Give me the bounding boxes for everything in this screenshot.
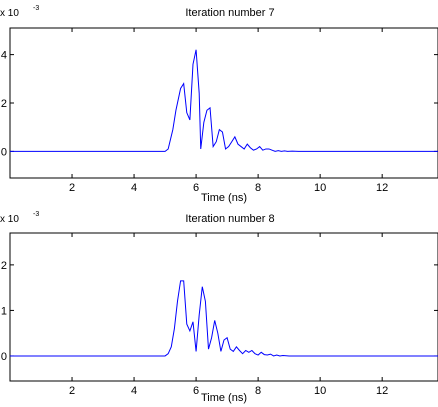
x-tick-label: 12 [376, 385, 388, 397]
y-multiplier-exponent: -3 [33, 211, 39, 218]
x-tick-label: 12 [376, 182, 388, 194]
y-multiplier-base: x 10 [0, 214, 19, 225]
y-multiplier-exponent: -3 [33, 5, 39, 12]
subplot-iteration-7: Iteration number 7 x 10 -3 2 4 6 8 10 12 0 2 4 T… [0, 5, 438, 204]
x-tick-label: 2 [69, 182, 75, 194]
x-axis-label: Time (ns) [201, 392, 247, 404]
x-tick-label: 6 [193, 385, 199, 397]
x-tick-label: 8 [255, 385, 261, 397]
y-tick-label: 2 [1, 260, 7, 272]
x-tick-label: 10 [314, 385, 326, 397]
y-tick-label: 2 [1, 98, 7, 110]
x-tick-label: 4 [131, 182, 137, 194]
x-tick-label: 4 [131, 385, 137, 397]
x-tick-label: 2 [69, 385, 75, 397]
series-line [10, 49, 438, 152]
y-tick-label: 0 [1, 351, 7, 363]
y-tick-label: 4 [1, 50, 7, 62]
x-tick-label: 10 [314, 182, 326, 194]
y-tick-label: 0 [1, 146, 7, 158]
y-tick-label: 1 [1, 305, 7, 317]
series-line [10, 280, 438, 357]
x-tick-label: 8 [255, 182, 261, 194]
axes-frame [9, 232, 438, 382]
tick-group: 2 4 6 8 10 12 0 2 4 [1, 28, 438, 194]
y-multiplier-base: x 10 [0, 8, 19, 19]
axes-frame [9, 27, 438, 179]
subplot-title: Iteration number 8 [185, 213, 274, 225]
subplot-title: Iteration number 7 [185, 7, 274, 19]
x-tick-label: 6 [193, 182, 199, 194]
x-axis-label: Time (ns) [201, 192, 247, 204]
